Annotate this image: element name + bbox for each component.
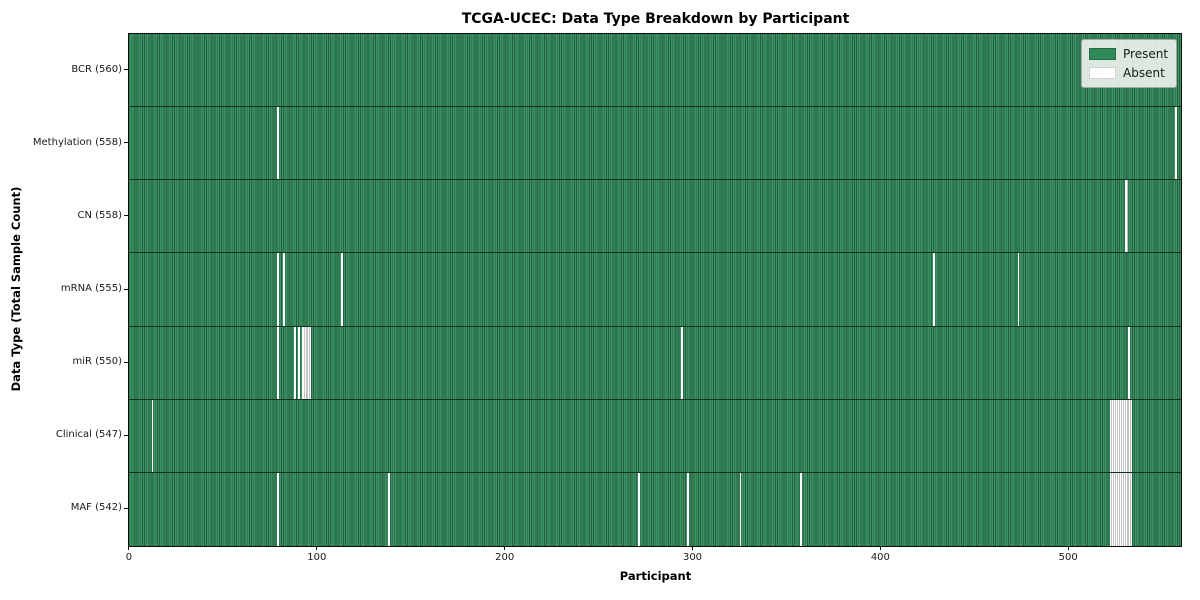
y-tick-label: mRNA (555) [60,283,122,294]
x-tick-mark [316,546,318,550]
x-tick-mark [692,546,693,550]
legend-entry-present: Present [1089,46,1168,62]
x-tick-mark [879,546,881,550]
y-tick-label: MAF (542) [70,502,122,514]
absent-cell [1117,472,1119,546]
legend-present-label: Present [1123,47,1169,61]
legend-present-swatch [1089,48,1116,60]
heatmap-row-Clinical [129,399,1181,473]
heatmap-plot-area [128,33,1182,547]
absent-cell [1124,180,1127,253]
legend-absent-swatch [1089,67,1116,79]
x-tick-label: 0 [125,552,133,563]
absent-cell [307,326,310,399]
legend-absent-label: Absent [1123,66,1165,80]
absent-cell [294,326,297,399]
absent-cell [388,472,391,546]
absent-cell [1122,399,1125,472]
absent-cell [277,107,280,180]
heatmap-row-BCR [129,34,1181,108]
x-tick-label: 500 [1058,552,1078,563]
absent-cell [1130,399,1133,472]
absent-cell [1111,399,1114,472]
y-tick-mark [124,288,128,290]
absent-cell [1119,472,1121,546]
absent-cell [1124,472,1127,546]
absent-cell [303,326,306,399]
absent-cell [305,326,308,399]
absent-cell [1130,472,1133,546]
absent-cell [1113,472,1116,546]
y-tick-mark [124,434,128,436]
x-tick-mark [504,546,506,550]
absent-cell [1119,399,1121,472]
heatmap-row-Methylation [129,107,1181,181]
absent-cell [1113,399,1116,472]
absent-cell [1120,399,1123,472]
absent-cell [301,326,304,399]
x-tick-label: 400 [870,552,890,563]
absent-cell [933,253,935,326]
chart-title: TCGA-UCEC: Data Type Breakdown by Partic… [461,11,850,27]
absent-cell [686,472,689,546]
y-tick-mark [124,361,128,363]
heatmap-row-CN [129,180,1181,254]
heatmap-row-mRNA [129,253,1181,327]
absent-cell [1126,399,1129,472]
x-axis-label: Participant [619,569,692,583]
y-tick-label: BCR (560) [71,63,122,75]
y-tick-label: miR (550) [72,356,122,368]
absent-cell [1109,399,1112,472]
y-tick-label: CN (558) [77,209,122,221]
absent-cell [1124,399,1127,472]
absent-cell [1111,472,1114,546]
absent-cell [1117,399,1119,472]
absent-cell [151,399,154,472]
absent-cell [1122,472,1125,546]
heatmap-row-miR [129,326,1181,400]
absent-cell [1120,472,1123,546]
absent-cell [1126,180,1129,253]
absent-cell [341,253,344,326]
absent-cell [1128,399,1131,472]
absent-cell [1115,472,1118,546]
y-tick-label: Methylation (558) [32,136,122,148]
absent-cell [277,253,280,326]
absent-cell [283,253,285,326]
y-tick-mark [124,215,128,217]
y-tick-label: Clinical (547) [55,429,122,441]
absent-cell [1128,326,1131,399]
absent-cell [739,472,742,546]
y-tick-mark [124,69,128,71]
legend: Present Absent [1081,39,1177,88]
x-tick-mark [1067,546,1069,550]
heatmap-row-MAF [129,472,1181,546]
absent-cell [309,326,312,399]
absent-cell [1115,399,1118,472]
absent-cell [1109,472,1112,546]
absent-cell [298,326,300,399]
y-tick-mark [124,142,128,144]
x-tick-label: 200 [495,552,515,563]
absent-cell [277,326,280,399]
x-tick-label: 100 [307,552,327,563]
absent-cell [1017,253,1020,326]
absent-cell [681,326,684,399]
absent-cell [277,472,280,546]
absent-cell [638,472,640,546]
absent-cell [1175,107,1178,180]
legend-entry-absent: Absent [1089,65,1168,81]
absent-cell [1126,472,1129,546]
y-tick-mark [124,507,128,509]
absent-cell [1128,472,1131,546]
x-tick-mark [128,546,130,550]
x-tick-label: 300 [682,552,703,563]
absent-cell [799,472,802,546]
